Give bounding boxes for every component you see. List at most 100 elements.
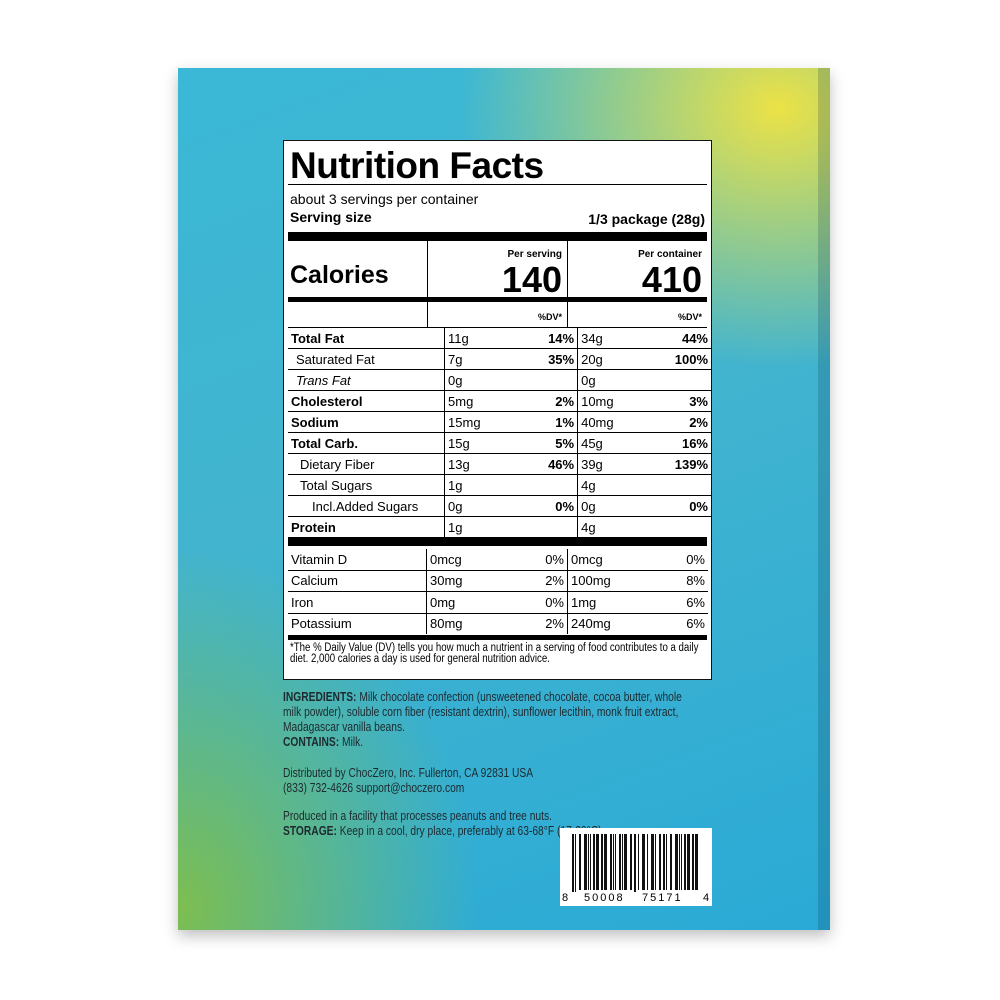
divider	[567, 241, 568, 297]
nutrient-row: Total Sugars 1g 4g	[288, 474, 711, 496]
barcode-digit: 4	[703, 892, 710, 904]
amount-container: 40mg	[577, 411, 645, 433]
dv-container: 0%	[644, 495, 711, 517]
storage-label: STORAGE:	[283, 824, 337, 838]
servings: about 3 servings per container	[290, 191, 479, 207]
nutrient-row: Total Fat 11g 14% 34g 44%	[288, 328, 711, 349]
amount-serving: 5mg	[444, 390, 512, 412]
bar-stripe	[601, 834, 603, 890]
bar-stripe	[604, 834, 607, 890]
dv-container: 6%	[638, 591, 708, 614]
divider	[427, 241, 428, 297]
dv-container: 0%	[638, 549, 708, 571]
serving-size: 1/3 package (28g)	[588, 211, 705, 227]
amount-serving: 11g	[444, 328, 512, 349]
nutrient-name: Protein	[291, 519, 336, 535]
facility: Produced in a facility that processes pe…	[283, 809, 552, 823]
bar-stripe	[692, 834, 694, 890]
contains-text: Milk.	[342, 735, 364, 749]
nutrient-name: Potassium	[291, 616, 352, 632]
dv-serving: 46%	[511, 453, 578, 475]
nutrition-label: Nutrition Facts about 3 servings per con…	[283, 140, 712, 680]
package-side	[818, 68, 830, 930]
nutrient-row: Iron 0mg 0% 1mg 6%	[288, 591, 708, 614]
contains-label: CONTAINS:	[283, 735, 340, 749]
thick-rule	[288, 232, 707, 241]
amount-container: 1mg	[567, 591, 638, 614]
dv-header: %DV*	[677, 312, 702, 322]
bar-stripe	[634, 834, 636, 892]
bar-stripe	[679, 834, 680, 890]
bar-stripe	[684, 834, 686, 890]
bar-stripe	[663, 834, 665, 890]
barcode-digit: 8	[562, 892, 569, 904]
nutrient-name: Dietary Fiber	[288, 453, 445, 475]
ingredients-text: Milk chocolate confection (unsweetened c…	[283, 690, 682, 734]
bar-stripe	[675, 834, 678, 890]
bar-stripe	[610, 834, 612, 890]
storage-block: Produced in a facility that processes pe…	[283, 809, 627, 839]
nutrient-row: Potassium 80mg 2% 240mg 6%	[288, 613, 708, 634]
amount-container: 45g	[577, 432, 645, 454]
amount-container: 4g	[577, 474, 645, 496]
dv-container	[644, 517, 711, 538]
nutrient-row: Vitamin D 0mcg 0% 0mcg 0%	[288, 549, 708, 571]
nutrient-name: Iron	[288, 591, 427, 614]
dv-container: 16%	[644, 432, 711, 454]
amount-container: 0g	[577, 369, 645, 391]
calories-serving: 140	[501, 259, 562, 300]
bar-stripe	[638, 834, 639, 890]
divider	[567, 302, 568, 328]
dv-container: 3%	[644, 390, 711, 412]
calories-label: Calories	[290, 261, 389, 289]
bar-stripe	[622, 834, 623, 890]
divider	[427, 302, 428, 328]
amount-serving: 30mg	[426, 570, 497, 592]
nutrient-row: Saturated Fat 7g 35% 20g 100%	[288, 348, 711, 370]
footnote: *The % Daily Value (DV) tells you how mu…	[290, 642, 699, 665]
amount-serving: 0mcg	[426, 549, 497, 571]
dv-serving: 14%	[511, 328, 578, 349]
ingredients: INGREDIENTS: Milk chocolate confection (…	[283, 690, 693, 750]
bar-stripe	[575, 834, 576, 892]
dv-container	[644, 369, 711, 391]
dv-serving	[511, 517, 577, 538]
nutrient-name: Total Carb.	[288, 432, 445, 454]
dv-serving: 2%	[497, 570, 568, 592]
bar-stripe	[659, 834, 661, 890]
distributor-line: (833) 732-4626 support@choczero.com	[283, 781, 465, 795]
nutrient-row: Dietary Fiber 13g 46% 39g 139%	[288, 453, 711, 475]
nutrient-row: Trans Fat 0g 0g	[288, 369, 711, 391]
amount-serving: 0mg	[426, 591, 497, 614]
bar-stripe	[579, 834, 581, 890]
bar-stripe	[588, 834, 589, 890]
barcode-bars	[572, 834, 698, 892]
dv-container: 6%	[686, 616, 705, 632]
nutrient-row: Protein 1g 4g	[288, 516, 711, 538]
amount-serving: 15g	[444, 432, 512, 454]
nutrient-name: Trans Fat	[288, 369, 445, 391]
bar-stripe	[642, 834, 645, 890]
amount-container: 100mg	[567, 570, 638, 592]
dv-container: 2%	[644, 411, 711, 433]
nutrient-name: Vitamin D	[288, 549, 427, 571]
nutrient-name: Cholesterol	[288, 390, 445, 412]
bar-stripe	[593, 834, 595, 890]
distributor: Distributed by ChocZero, Inc. Fullerton,…	[283, 766, 693, 796]
nutrient-row: Calcium 30mg 2% 100mg 8%	[288, 570, 708, 592]
amount-container: 10mg	[577, 390, 645, 412]
dv-container: 139%	[644, 453, 711, 475]
barcode-digit: 50008	[584, 892, 625, 904]
dv-container	[644, 474, 711, 496]
amount-serving: 0g	[444, 495, 512, 517]
nutrient-name: Incl.Added Sugars	[288, 495, 445, 517]
amount-container: 34g	[577, 328, 645, 349]
bar-stripe	[572, 834, 574, 892]
dv-serving: 0%	[497, 549, 568, 571]
bar-stripe	[695, 834, 698, 890]
ingredients-label: INGREDIENTS:	[283, 690, 357, 704]
barcode: 8 50008 75171 4	[560, 828, 712, 906]
dv-serving: 35%	[511, 348, 578, 370]
dv-header: %DV*	[537, 312, 562, 322]
dv-serving: 2%	[511, 390, 578, 412]
